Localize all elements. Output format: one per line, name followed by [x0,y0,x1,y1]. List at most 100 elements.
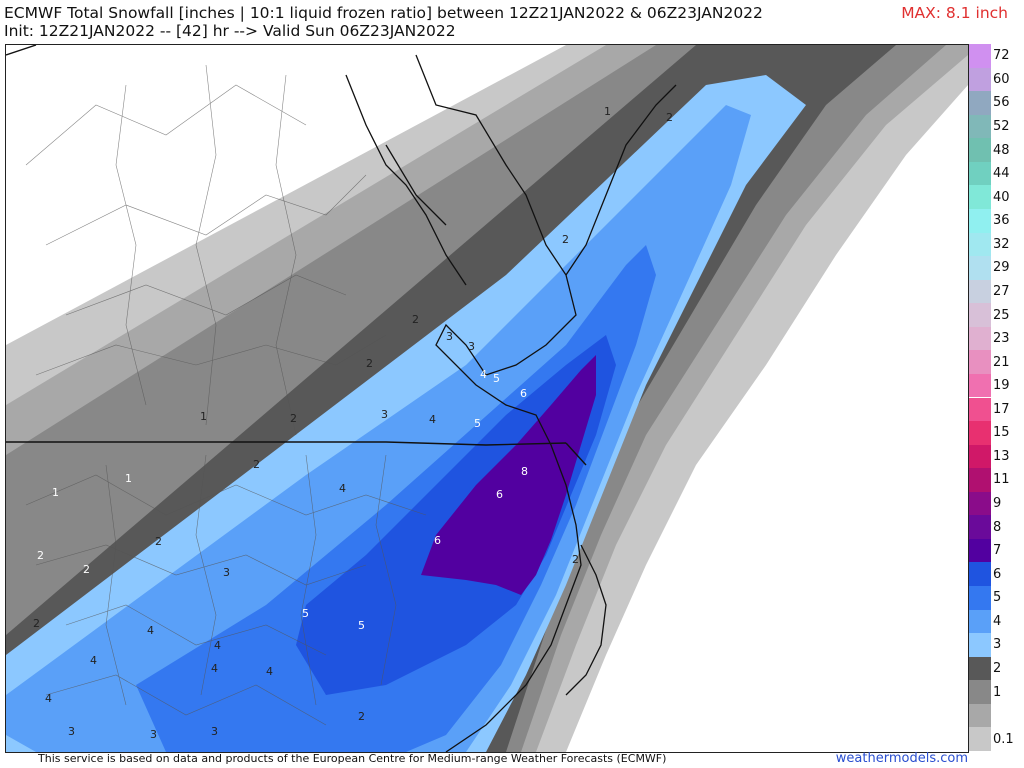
legend-swatch [969,350,991,374]
contour-label: 2 [572,553,579,566]
color-legend: 72 60 56 52 48 44 40 36 32 29 27 25 23 21 19 17 15 13 11 9 8… [969,44,1024,751]
legend-swatch [969,656,991,681]
legend-row: 36 [969,208,1024,233]
legend-swatch [969,138,991,162]
legend-label: 7 [993,543,1002,559]
map-subtitle: Init: 12Z21JAN2022 -- [42] hr --> Valid … [4,22,456,40]
legend-swatch [969,161,991,186]
legend-row: 3 [969,633,1024,657]
contour-label: 3 [150,728,157,741]
legend-row: 23 [969,326,1024,351]
legend-row: 21 [969,350,1024,374]
legend-swatch [969,727,991,751]
contour-label: 2 [37,549,44,562]
legend-row: 6 [969,562,1024,587]
legend-label: 27 [993,283,1010,299]
contour-labels: 1 2 2 2 2 3 3 4 5 6 5 4 3 2 1 2 8 6 6 4 … [33,105,673,741]
contour-label: 4 [45,692,52,705]
legend-label: 48 [993,142,1010,158]
legend-swatch [969,232,991,257]
legend-swatch [969,256,991,280]
contour-label: 2 [358,710,365,723]
contour-label: 5 [493,372,500,385]
contour-label: 1 [125,472,132,485]
contour-label: 2 [290,412,297,425]
legend-swatch [969,397,991,422]
legend-row: 17 [969,397,1024,422]
contour-label: 3 [223,566,230,579]
legend-row: 13 [969,444,1024,469]
contour-label: 8 [521,465,528,478]
contour-label: 6 [520,387,527,400]
legend-swatch [969,421,991,445]
legend-label: 5 [993,590,1002,606]
legend-swatch [969,208,991,233]
legend-swatch [969,680,991,704]
contour-label: 2 [412,313,419,326]
legend-swatch [969,609,991,634]
data-credit: This service is based on data and produc… [38,752,667,765]
legend-label: 25 [993,307,1010,323]
county-borders [25,64,427,726]
legend-row: 60 [969,67,1024,92]
legend-row: 44 [969,161,1024,186]
map-title: ECMWF Total Snowfall [inches | 10:1 liqu… [4,4,763,22]
legend-label: 6 [993,566,1002,582]
contour-label: 4 [480,368,487,381]
contour-label: 4 [90,654,97,667]
legend-swatch [969,373,991,398]
contour-label: 6 [434,534,441,547]
contour-label: 2 [83,563,90,576]
legend-swatch [969,586,991,610]
snowfall-map-svg: 1 2 2 2 2 3 3 4 5 6 5 4 3 2 1 2 8 6 6 4 … [6,45,968,752]
legend-swatch [969,468,991,492]
contour-label: 2 [666,111,673,124]
legend-label: 19 [993,378,1010,394]
contour-label: 6 [496,488,503,501]
legend-row [969,703,1024,728]
contour-label: 2 [253,458,260,471]
contour-label: 5 [302,607,309,620]
legend-label: 32 [993,236,1010,252]
legend-label: 44 [993,166,1010,182]
legend-label: 1 [993,684,1002,700]
legend-row: 8 [969,515,1024,539]
contour-label: 4 [266,665,273,678]
legend-swatch [969,67,991,92]
legend-swatch [969,114,991,139]
legend-row: 56 [969,91,1024,115]
contour-label: 4 [429,413,436,426]
contour-label: 4 [339,482,346,495]
legend-swatch [969,91,991,115]
legend-swatch [969,562,991,587]
legend-row: 25 [969,303,1024,327]
contour-label: 5 [474,417,481,430]
contour-label: 4 [214,639,221,652]
legend-row: 72 [969,44,1024,68]
legend-label: 9 [993,496,1002,512]
legend-label: 36 [993,213,1010,229]
legend-row: 2 [969,656,1024,681]
legend-label: 23 [993,331,1010,347]
legend-row: 48 [969,138,1024,162]
contour-label: 3 [211,725,218,738]
contour-label: 1 [52,486,59,499]
legend-label: 13 [993,448,1010,464]
legend-label: 52 [993,118,1010,134]
legend-row: 27 [969,279,1024,304]
legend-swatch [969,444,991,469]
contour-label: 3 [446,330,453,343]
contour-label: 3 [468,340,475,353]
legend-swatch [969,279,991,304]
legend-row: 11 [969,468,1024,492]
band-7 [421,355,596,595]
contour-label: 5 [358,619,365,632]
band-4 [6,105,751,752]
legend-row: 7 [969,538,1024,563]
legend-label: 21 [993,354,1010,370]
contour-label: 2 [33,617,40,630]
legend-swatch [969,633,991,657]
legend-swatch [969,515,991,539]
legend-label: 8 [993,519,1002,535]
site-link[interactable]: weathermodels.com [835,751,968,766]
